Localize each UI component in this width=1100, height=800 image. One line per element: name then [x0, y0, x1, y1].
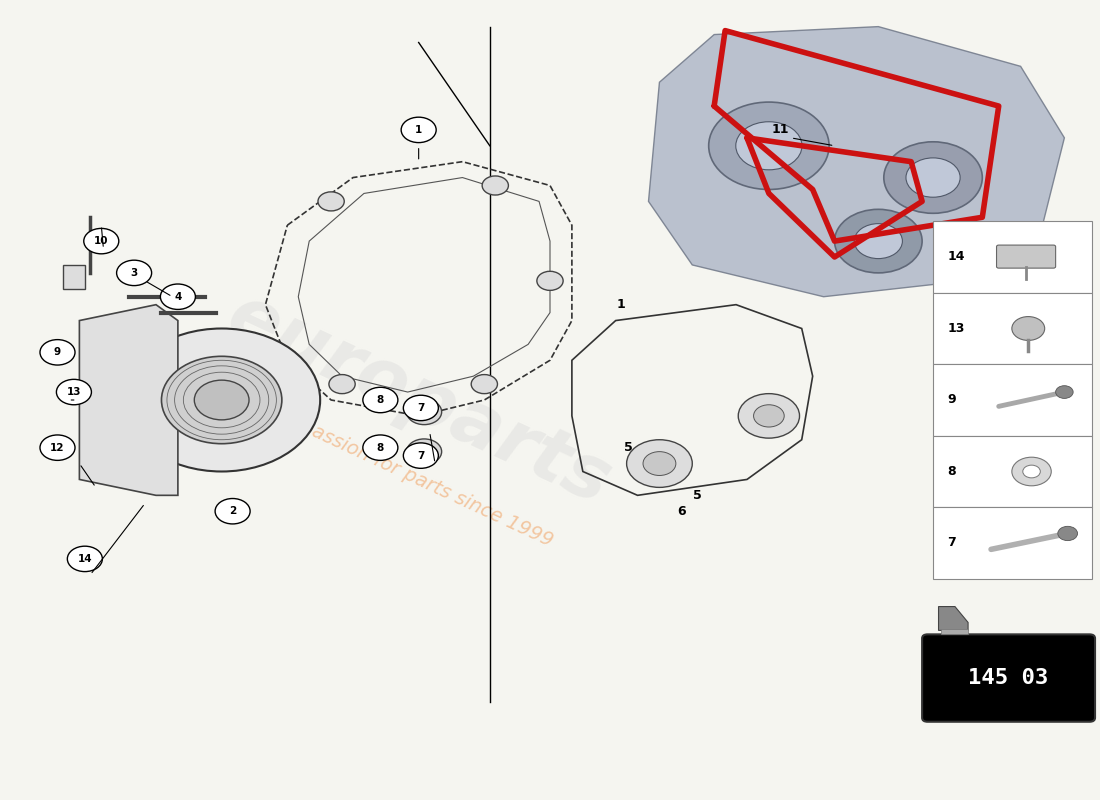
FancyBboxPatch shape [922, 634, 1094, 722]
Circle shape [363, 435, 398, 460]
Text: 14: 14 [947, 250, 965, 263]
FancyBboxPatch shape [940, 629, 968, 634]
Polygon shape [63, 265, 85, 289]
Text: 13: 13 [947, 322, 965, 335]
Text: 1: 1 [415, 125, 422, 135]
Text: 7: 7 [947, 537, 956, 550]
Text: 5: 5 [693, 489, 702, 502]
Circle shape [537, 271, 563, 290]
Text: 8: 8 [947, 465, 956, 478]
Text: 11: 11 [771, 123, 789, 136]
Circle shape [123, 329, 320, 471]
Circle shape [482, 176, 508, 195]
Circle shape [84, 229, 119, 254]
Circle shape [417, 406, 432, 418]
Text: 145 03: 145 03 [968, 668, 1048, 688]
FancyBboxPatch shape [933, 222, 1091, 293]
Text: 5: 5 [625, 441, 634, 454]
Circle shape [318, 192, 344, 211]
Circle shape [627, 440, 692, 487]
Text: 1: 1 [617, 298, 626, 311]
Circle shape [738, 394, 800, 438]
Text: 10: 10 [94, 236, 109, 246]
Circle shape [329, 374, 355, 394]
Text: 7: 7 [417, 450, 425, 461]
Circle shape [736, 122, 802, 170]
Circle shape [67, 546, 102, 571]
Text: 3: 3 [131, 268, 138, 278]
FancyBboxPatch shape [933, 293, 1091, 364]
Text: 6: 6 [676, 505, 685, 518]
Circle shape [754, 405, 784, 427]
Circle shape [1012, 317, 1045, 341]
Text: 7: 7 [417, 403, 425, 413]
Circle shape [708, 102, 829, 190]
FancyBboxPatch shape [933, 507, 1091, 578]
Circle shape [1023, 465, 1041, 478]
Text: 14: 14 [77, 554, 92, 564]
Circle shape [835, 210, 922, 273]
Circle shape [417, 446, 432, 457]
Text: europarts: europarts [216, 279, 621, 521]
Circle shape [404, 395, 439, 421]
Text: 9: 9 [947, 394, 956, 406]
Text: 13: 13 [67, 387, 81, 397]
Circle shape [1012, 457, 1052, 486]
Circle shape [1056, 386, 1074, 398]
Circle shape [471, 374, 497, 394]
Circle shape [407, 399, 442, 425]
Text: a passion for parts since 1999: a passion for parts since 1999 [282, 409, 557, 550]
Circle shape [40, 435, 75, 460]
Circle shape [883, 142, 982, 214]
Text: 12: 12 [51, 442, 65, 453]
Circle shape [40, 340, 75, 365]
Circle shape [404, 443, 439, 468]
FancyBboxPatch shape [933, 436, 1091, 507]
Polygon shape [79, 305, 178, 495]
Circle shape [402, 117, 437, 142]
Polygon shape [649, 26, 1065, 297]
Circle shape [161, 284, 196, 310]
Circle shape [407, 439, 442, 464]
Text: 2: 2 [229, 506, 236, 516]
Circle shape [644, 452, 675, 475]
Text: 8: 8 [376, 395, 384, 405]
Circle shape [855, 224, 902, 258]
Circle shape [117, 260, 152, 286]
Circle shape [56, 379, 91, 405]
Circle shape [195, 380, 249, 420]
Text: 9: 9 [54, 347, 62, 358]
Circle shape [906, 158, 960, 198]
Circle shape [216, 498, 250, 524]
Circle shape [363, 387, 398, 413]
Circle shape [162, 356, 282, 444]
FancyBboxPatch shape [997, 245, 1056, 268]
Text: 4: 4 [174, 292, 182, 302]
Circle shape [1058, 526, 1078, 541]
Text: 8: 8 [376, 442, 384, 453]
FancyBboxPatch shape [933, 364, 1091, 436]
Polygon shape [938, 606, 968, 630]
